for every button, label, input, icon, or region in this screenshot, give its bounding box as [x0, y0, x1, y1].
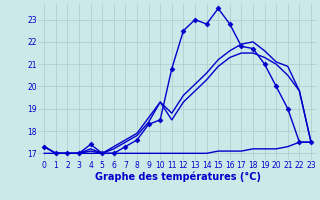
X-axis label: Graphe des températures (°C): Graphe des températures (°C)	[95, 172, 260, 182]
